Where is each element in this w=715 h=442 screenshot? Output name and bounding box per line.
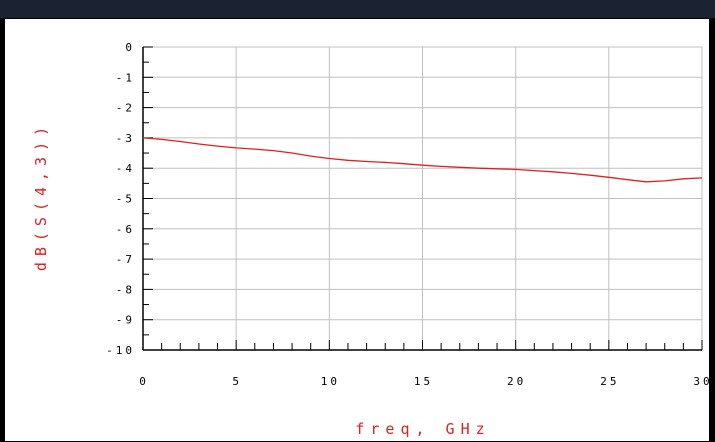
y-tick-label: -10: [106, 344, 135, 357]
tick-marks: [142, 46, 703, 351]
x-tick-label: 30: [693, 375, 712, 388]
y-tick-label: -6: [116, 223, 135, 236]
y-tick-label: -2: [116, 102, 135, 115]
y-tick-label: -8: [116, 283, 135, 296]
x-tick-label: 5: [232, 375, 242, 388]
x-tick-label: 15: [414, 375, 433, 388]
y-tick-label: -7: [116, 253, 135, 266]
y-tick-label: -5: [116, 193, 135, 206]
x-tick-label: 25: [600, 375, 619, 388]
x-tick-label: 10: [321, 375, 340, 388]
y-tick-label: -4: [116, 162, 135, 175]
y-tick-label: -9: [116, 314, 135, 327]
y-tick-label: -3: [116, 132, 135, 145]
y-tick-label: -1: [116, 71, 135, 84]
x-axis-label: freq, GHz: [355, 420, 490, 438]
x-tick-label: 20: [507, 375, 526, 388]
y-axis-label: dB(S(4,3)): [32, 121, 50, 271]
tick-labels: 0 5 10 15 20 25 30 0 -1 -2 -3 -4 -5 -6 -7 -8 -9 -10: [106, 41, 712, 388]
window-title-bar: [0, 0, 715, 18]
plot-frame: [4, 18, 710, 442]
series-line-0: [142, 137, 703, 183]
y-tick-label: 0: [125, 41, 135, 54]
grid-lines: [142, 46, 703, 351]
series-group: [142, 137, 703, 183]
x-tick-label: 0: [139, 375, 149, 388]
